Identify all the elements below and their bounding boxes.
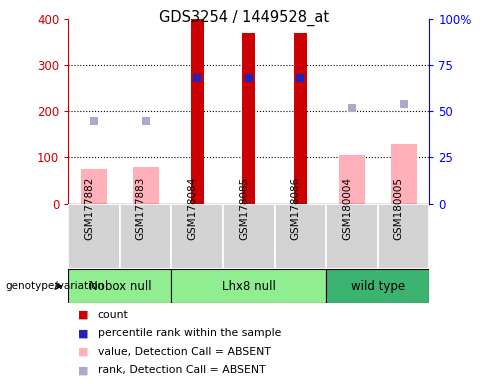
Bar xyxy=(191,19,204,204)
Bar xyxy=(120,204,171,269)
Bar xyxy=(275,204,326,269)
Text: GSM177882: GSM177882 xyxy=(84,177,94,240)
Bar xyxy=(171,204,223,269)
Text: ■: ■ xyxy=(78,328,89,338)
Text: count: count xyxy=(98,310,128,320)
Bar xyxy=(326,269,429,303)
Text: value, Detection Call = ABSENT: value, Detection Call = ABSENT xyxy=(98,347,270,357)
Text: GSM178086: GSM178086 xyxy=(290,177,301,240)
Bar xyxy=(243,33,255,204)
Text: ■: ■ xyxy=(78,365,89,375)
Bar xyxy=(68,204,120,269)
Text: GDS3254 / 1449528_at: GDS3254 / 1449528_at xyxy=(159,10,329,26)
Bar xyxy=(378,204,429,269)
Bar xyxy=(294,33,307,204)
Text: percentile rank within the sample: percentile rank within the sample xyxy=(98,328,281,338)
Bar xyxy=(391,144,417,204)
Bar xyxy=(171,269,326,303)
Text: GSM178084: GSM178084 xyxy=(187,177,197,240)
Text: GSM178085: GSM178085 xyxy=(239,177,249,240)
Text: ■: ■ xyxy=(78,347,89,357)
Bar xyxy=(68,269,171,303)
Text: Nobox null: Nobox null xyxy=(89,280,151,293)
Bar xyxy=(223,204,275,269)
Bar xyxy=(339,155,365,204)
Bar xyxy=(81,169,107,204)
Text: wild type: wild type xyxy=(351,280,405,293)
Bar xyxy=(133,167,159,204)
Bar xyxy=(326,204,378,269)
Text: GSM180005: GSM180005 xyxy=(394,177,404,240)
Text: genotype/variation: genotype/variation xyxy=(5,281,104,291)
Text: GSM177883: GSM177883 xyxy=(136,177,146,240)
Text: rank, Detection Call = ABSENT: rank, Detection Call = ABSENT xyxy=(98,365,265,375)
Text: GSM180004: GSM180004 xyxy=(342,177,352,240)
Text: Lhx8 null: Lhx8 null xyxy=(222,280,276,293)
Text: ■: ■ xyxy=(78,310,89,320)
